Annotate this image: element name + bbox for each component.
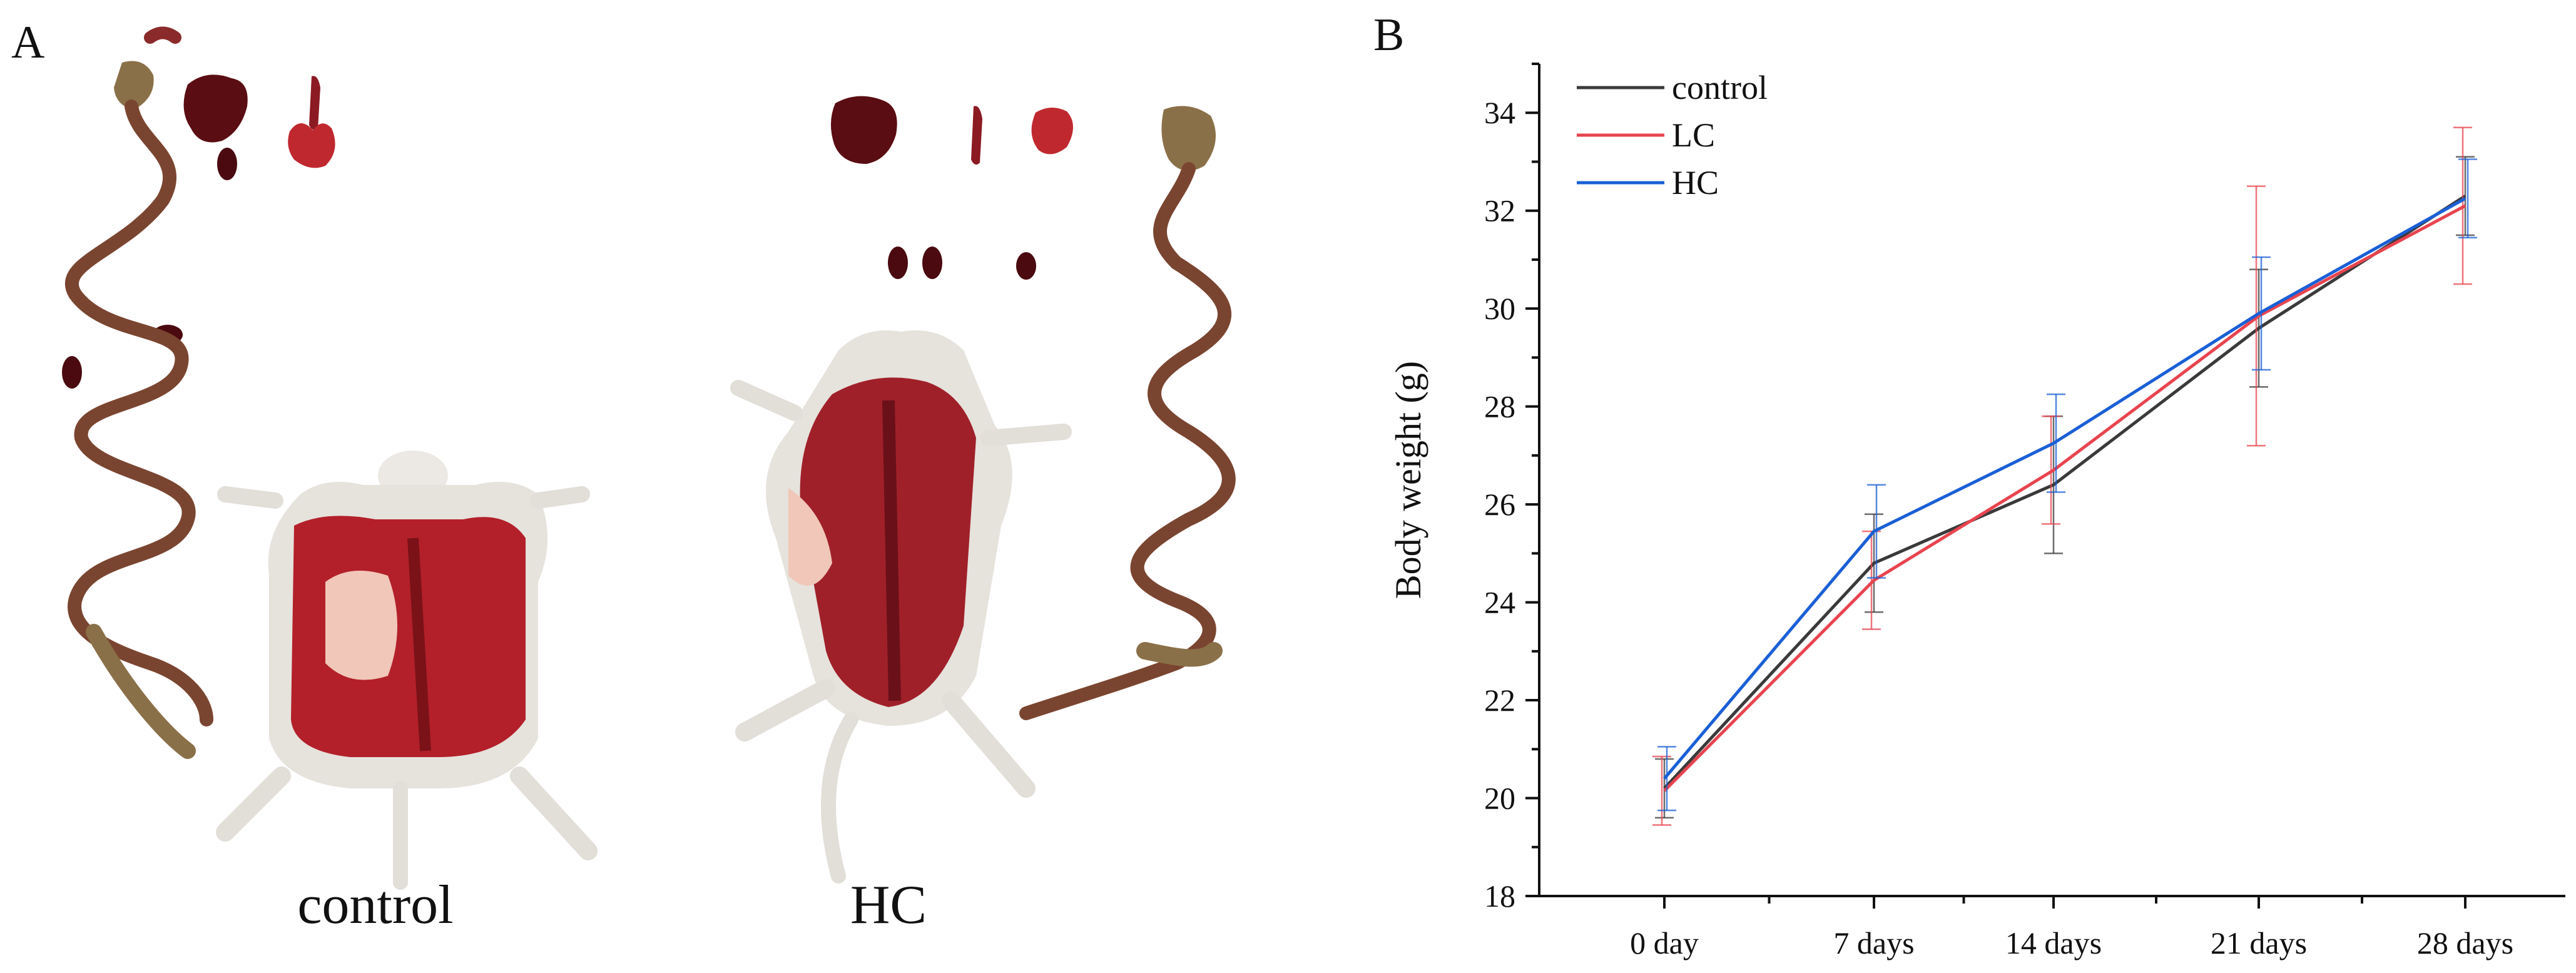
y-tick-label: 18 <box>1484 879 1515 914</box>
panel-a-letter: A <box>11 17 44 68</box>
x-tick-label: 28 days <box>2417 925 2513 960</box>
y-tick-label: 26 <box>1484 487 1515 522</box>
hc-mouse <box>730 330 1072 884</box>
series-hc <box>1657 158 2477 812</box>
y-tick-label: 32 <box>1484 193 1515 228</box>
y-tick-label: 22 <box>1484 683 1515 718</box>
series-control <box>1655 156 2475 819</box>
series-line-hc <box>1663 196 2467 780</box>
y-tick-label: 30 <box>1484 291 1515 326</box>
y-tick-label: 34 <box>1484 95 1515 130</box>
legend-label-lc: LC <box>1672 116 1715 154</box>
y-tick-label: 20 <box>1484 781 1515 816</box>
photo-label-control: control <box>297 875 453 935</box>
legend: control LC HC <box>1577 69 1768 201</box>
series-lc <box>1652 126 2472 826</box>
panel-b-chart: B 18 20 22 24 26 28 30 32 34 0 day 7 days 14 days 2… <box>1373 9 2565 960</box>
legend-label-hc: HC <box>1672 164 1719 201</box>
photo-label-hc: HC <box>850 875 927 935</box>
panel-a-photo: A <box>11 17 1236 935</box>
hc-organs <box>830 96 1236 720</box>
y-tick-label: 24 <box>1484 585 1515 620</box>
x-ticks: 0 day 7 days 14 days 21 days 28 days <box>1630 896 2513 960</box>
legend-label-control: control <box>1672 69 1768 106</box>
panel-b-letter: B <box>1373 9 1404 61</box>
control-organs <box>62 26 335 759</box>
x-tick-label: 0 day <box>1630 925 1699 960</box>
x-tick-label: 7 days <box>1833 925 1914 960</box>
y-axis-title: Body weight (g) <box>1388 361 1428 599</box>
series-layer <box>1652 126 2477 826</box>
control-mouse <box>216 451 598 890</box>
x-tick-label: 21 days <box>2211 925 2307 960</box>
y-ticks: 18 20 22 24 26 28 30 32 34 <box>1484 63 1539 914</box>
x-tick-label: 14 days <box>2005 925 2102 960</box>
y-tick-label: 28 <box>1484 389 1515 424</box>
series-line-lc <box>1663 204 2467 792</box>
